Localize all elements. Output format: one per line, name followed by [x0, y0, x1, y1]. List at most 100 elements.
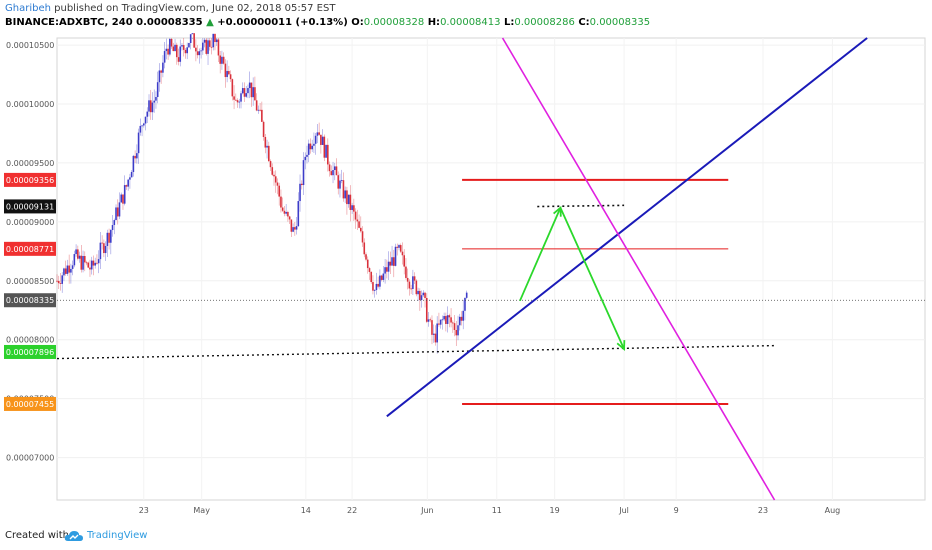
candle-body: [163, 51, 166, 63]
candle-body: [427, 319, 430, 322]
candle-body: [302, 160, 305, 186]
candle-body: [215, 39, 218, 43]
candle-body: [280, 196, 282, 208]
candle-body: [63, 268, 65, 276]
candle-body: [328, 164, 331, 172]
y-tick-label: 0.00009000: [6, 218, 54, 227]
published-text: published on TradingView.com, June 02, 2…: [54, 3, 336, 14]
author-link[interactable]: Gharibeh: [5, 3, 51, 14]
candle-body: [450, 317, 452, 323]
price-tag-label: 0.00008335: [6, 296, 54, 305]
price-tag: [4, 396, 56, 411]
trend-drawings[interactable]: [56, 37, 925, 501]
candle-body: [77, 249, 79, 259]
candle-body: [188, 43, 190, 48]
candle-body: [205, 39, 208, 54]
candle-body: [462, 310, 465, 321]
candle-body: [398, 245, 400, 248]
x-tick-label: 23: [139, 506, 149, 515]
candle-body: [90, 260, 93, 270]
candle-body: [299, 183, 301, 202]
candle-body: [425, 297, 428, 322]
candle-body: [375, 283, 378, 291]
candle-body: [56, 280, 58, 282]
candle-body: [327, 144, 329, 165]
time-axis[interactable]: 23 May 14 22 Jun 11 19 Jul 9 23 Aug: [139, 506, 841, 515]
candle-body: [80, 255, 83, 270]
price-tag: [4, 241, 56, 256]
candle-body: [448, 315, 451, 318]
candle-body: [340, 180, 343, 182]
candle-body: [351, 205, 353, 210]
candle-body: [144, 116, 147, 124]
candle-body: [292, 227, 294, 232]
candle-body: [130, 172, 133, 178]
candle-body: [59, 283, 62, 284]
candle-body: [174, 44, 176, 52]
candle-body: [380, 275, 383, 280]
candle-body: [104, 245, 107, 254]
y-tick-label: 0.00008000: [6, 336, 54, 345]
tradingview-brand[interactable]: TradingView: [87, 530, 148, 541]
candle-body: [203, 39, 206, 43]
candle-body: [415, 280, 418, 295]
price-chart[interactable]: 0.00010500 0.00010000 0.00009500 0.00009000…: [0, 0, 932, 522]
candle-body: [151, 102, 154, 113]
candle-body: [290, 219, 293, 232]
candle-body: [386, 267, 388, 272]
candle-body: [320, 134, 322, 145]
candle-body: [353, 205, 355, 212]
candle-body: [137, 132, 140, 154]
candle-body: [309, 143, 312, 150]
symbol-name[interactable]: BINANCE:ADXBTC, 240: [5, 17, 133, 28]
candle-body: [389, 261, 392, 266]
publish-info: Gharibeh published on TradingView.com, J…: [5, 3, 335, 14]
candle-body: [304, 156, 307, 161]
candle-body: [406, 277, 409, 282]
candle-body: [419, 290, 421, 300]
candle-body: [354, 211, 357, 220]
candle-body: [123, 185, 126, 204]
price-tag: [4, 344, 56, 359]
candle-body: [307, 143, 310, 155]
candle-body: [443, 316, 445, 320]
candle-body: [379, 275, 381, 287]
candle-body: [457, 325, 459, 336]
candle-body: [332, 170, 334, 176]
candle-body: [297, 201, 300, 227]
candle-body: [202, 42, 204, 51]
candle-body: [342, 180, 345, 199]
candle-body: [405, 266, 407, 278]
candle-body: [417, 290, 419, 295]
candle-body: [373, 290, 376, 291]
candle-body: [179, 46, 182, 62]
candle-body: [358, 221, 360, 228]
candle-body: [333, 166, 336, 171]
candle-body: [75, 249, 77, 255]
tradingview-cloud-icon[interactable]: [64, 529, 84, 543]
candle-body: [396, 246, 399, 248]
candle-body: [401, 251, 404, 256]
candle-body: [83, 256, 86, 263]
downtrend-line: [501, 37, 776, 501]
candle-body: [452, 322, 454, 324]
candle-body: [122, 194, 124, 204]
candle-body: [165, 48, 168, 52]
candle-body: [110, 230, 112, 243]
candle-body: [87, 262, 90, 268]
candle-body: [436, 323, 438, 343]
candle-body: [281, 207, 284, 211]
candle-body: [207, 40, 209, 54]
candle-body: [382, 273, 385, 280]
candle-body: [61, 275, 64, 284]
candle-body: [125, 185, 128, 187]
x-tick-label: 11: [492, 506, 502, 515]
x-tick-label: 19: [550, 506, 560, 515]
last-price: 0.00008335: [136, 17, 203, 28]
candle-body: [196, 51, 199, 56]
candle-body: [330, 171, 333, 176]
candle-body: [219, 55, 221, 64]
candle-body: [392, 257, 395, 266]
candle-body: [311, 145, 313, 150]
ohlc-legend: BINANCE:ADXBTC, 240 0.00008335 ▲ +0.0000…: [5, 17, 650, 28]
